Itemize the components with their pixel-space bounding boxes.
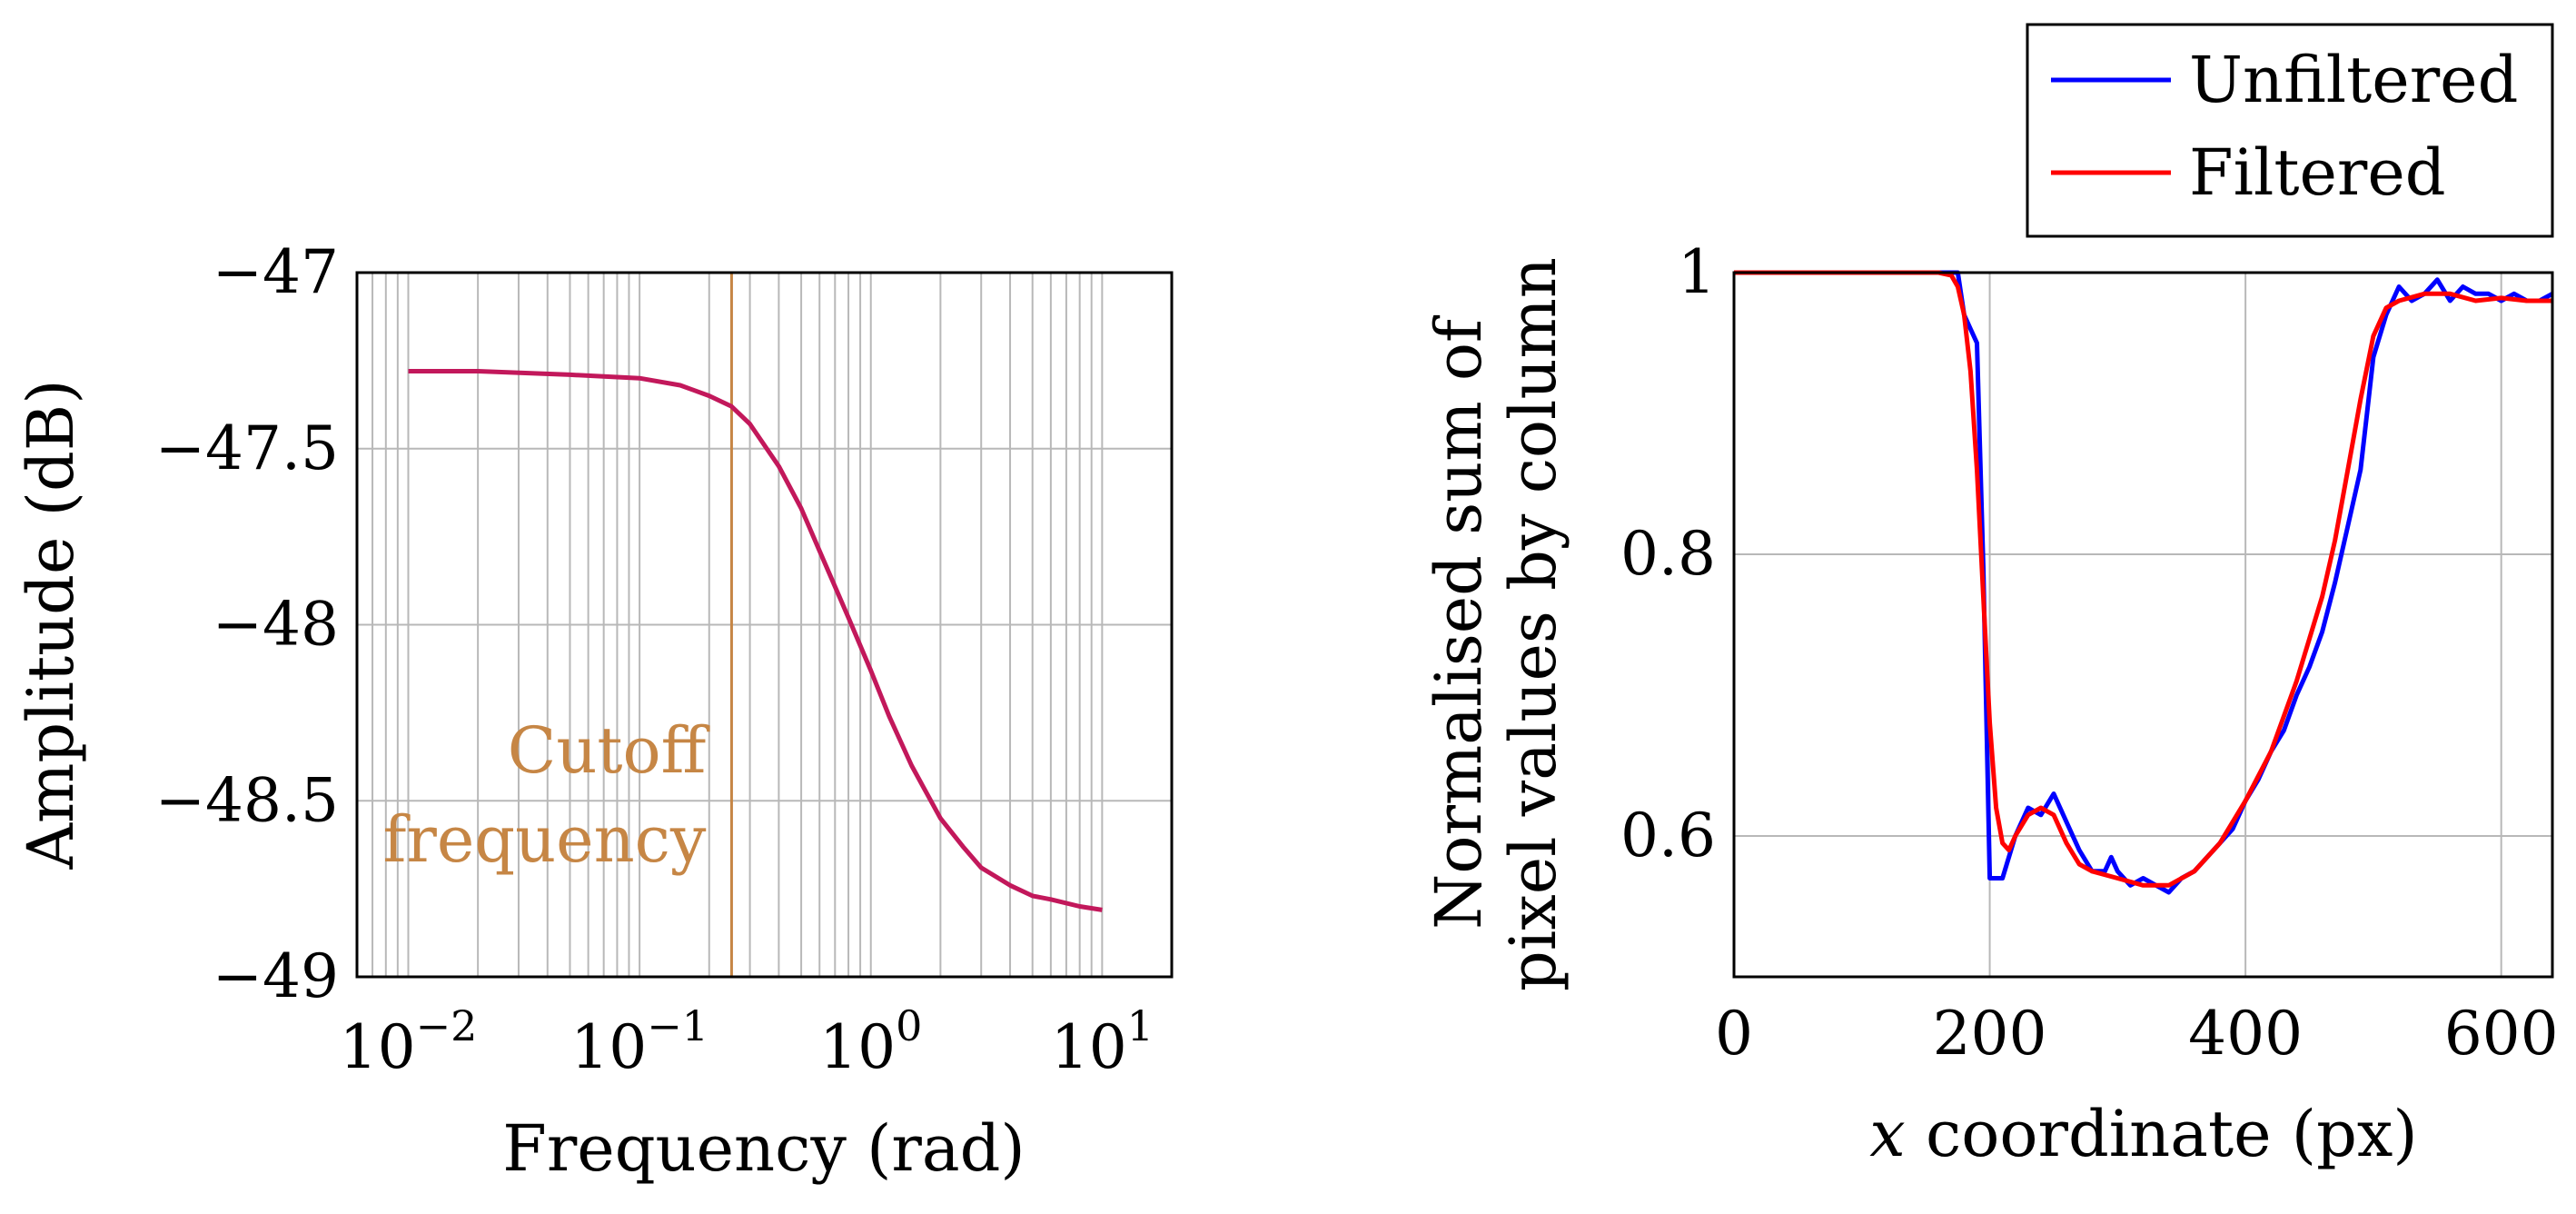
right-x-axis-title: x coordinate (px) [1869,1097,2417,1171]
right-y-tick-label: 0.6 [1620,801,1716,871]
right-grid [1733,272,2552,977]
right-x-tick-label: 0 [1715,999,1753,1069]
legend-box [2026,23,2554,238]
left-x-axis-title: Frequency (rad) [502,1111,1025,1186]
legend-label-filtered: Filtered [2189,135,2446,210]
tick-exponent: −2 [416,1001,478,1050]
left-x-tick-label: 100 [819,1001,922,1082]
x-label-rest: coordinate (px) [1906,1097,2418,1171]
legend-label-unfiltered: Unfiltered [2189,43,2518,117]
left-y-tick-label: −48.5 [155,765,339,835]
legend: Unfiltered Filtered [2026,23,2554,238]
left-y-tick-labels: −47 −47.5 −48 −48.5 −49 [155,237,339,1011]
right-y-axis-title-line-1: Normalised sum of [1422,314,1496,930]
tick-base: 10 [570,1012,647,1082]
tick-exponent: −1 [647,1001,708,1050]
right-plot-frame [1732,271,2554,979]
unfiltered-series-line [1734,270,2554,895]
right-x-tick-label: 600 [2444,999,2559,1069]
right-y-tick-label: 0.8 [1620,519,1716,589]
tick-base: 10 [1051,1012,1127,1082]
left-y-tick-label: −47 [213,237,339,307]
left-plot-frame [355,271,1174,979]
left-x-tick-label: 101 [1051,1001,1154,1082]
right-y-tick-labels: 0.6 0.8 1 [1620,237,1716,871]
cutoff-label-line-1: Cutoff [508,713,710,788]
tick-base: 10 [340,1012,416,1082]
left-grid [357,272,1172,978]
left-x-tick-label: 10−2 [340,1001,478,1082]
left-x-tick-label: 10−1 [570,1001,708,1082]
right-x-tick-label: 400 [2188,999,2303,1069]
right-y-axis-title-line-2: pixel values by column [1496,257,1570,991]
right-x-tick-label: 200 [1933,999,2047,1069]
tick-exponent: 0 [896,1001,922,1050]
left-series [408,369,1103,912]
amplitude-series-line [408,369,1103,912]
left-x-tick-labels: 10−2 10−1 100 101 [340,1001,1154,1082]
cutoff-label-line-2: frequency [382,802,706,877]
right-y-tick-label: 1 [1678,237,1716,307]
left-y-tick-label: −48 [213,590,339,660]
filtered-series-line [1734,270,2552,888]
tick-exponent: 1 [1127,1001,1154,1050]
right-series [1734,270,2554,895]
left-y-axis-title: Amplitude (dB) [14,379,88,870]
column-sum-chart: 0.6 0.8 1 0 200 400 600 x coordinate (px) Nor… [1422,23,2559,1171]
right-x-tick-labels: 0 200 400 600 [1715,999,2559,1069]
x-italic: x [1869,1097,1905,1171]
amplitude-chart: −47−47.5−48−48.5−49 10−2 10−1 100 101 Cutof… [14,237,1174,1186]
left-y-tick-label: −47.5 [155,413,339,483]
tick-base: 10 [819,1012,896,1082]
left-y-tick-label: −49 [213,941,339,1011]
